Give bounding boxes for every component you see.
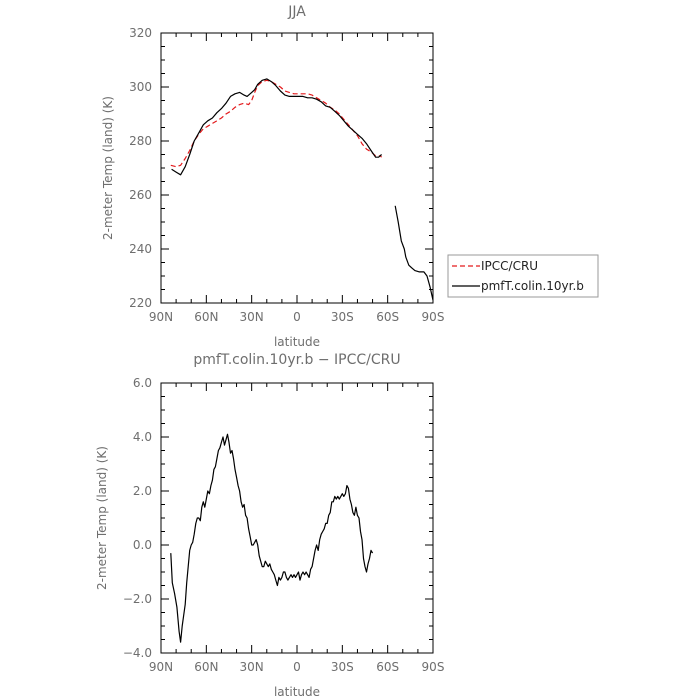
top-series-ipcc-cru-segment-1 xyxy=(170,79,383,168)
top-y-tick-label-260: 260 xyxy=(129,188,152,202)
legend-box xyxy=(447,254,599,298)
bottom-y-tick-labels: −4.0 −2.0 0.0 2.0 4.0 6.0 xyxy=(123,376,152,660)
bottom-y-tick-label-0-0: 0.0 xyxy=(133,538,152,552)
top-y-tick-label-280: 280 xyxy=(129,134,152,148)
top-y-tick-label-300: 300 xyxy=(129,80,152,94)
top-x-tick-label-90s: 90S xyxy=(422,310,445,324)
top-series-pmft-colin-10yr-b-segment-2 xyxy=(394,205,434,301)
top-y-tick-label-240: 240 xyxy=(129,242,152,256)
bottom-y-axis-label: 2-meter Temp (land) (K) xyxy=(95,446,109,590)
bottom-y-tick-label-2-0: 2.0 xyxy=(133,484,152,498)
bottom-plot-frame xyxy=(160,382,434,654)
bottom-x-tick-label-30s: 30S xyxy=(331,660,354,674)
legend: IPCC/CRU pmfT.colin.10yr.b xyxy=(447,254,599,298)
bottom-x-tick-label-0: 0 xyxy=(293,660,301,674)
bottom-panel: pmfT.colin.10yr.b − IPCC/CRU latitude 2-… xyxy=(95,352,444,699)
top-x-tick-label-30s: 30S xyxy=(331,310,354,324)
bottom-series-difference-segment-1 xyxy=(170,433,374,643)
bottom-x-tick-label-60s: 60S xyxy=(376,660,399,674)
bottom-x-tick-label-90n: 90N xyxy=(149,660,173,674)
top-y-axis-label: 2-meter Temp (land) (K) xyxy=(101,96,115,240)
top-x-tick-labels: 90N 60N 30N 0 30S 60S 90S xyxy=(149,310,445,324)
bottom-x-tick-label-60n: 60N xyxy=(194,660,218,674)
legend-label-ipcc-cru: IPCC/CRU xyxy=(481,259,538,273)
top-x-tick-label-60n: 60N xyxy=(194,310,218,324)
top-series-pmft-colin-10yr-b-segment-1 xyxy=(171,78,383,176)
legend-label-pmft: pmfT.colin.10yr.b xyxy=(481,279,584,293)
top-tick-marks xyxy=(160,32,434,304)
bottom-x-tick-labels: 90N 60N 30N 0 30S 60S 90S xyxy=(149,660,445,674)
bottom-x-axis-label: latitude xyxy=(274,685,320,699)
top-x-tick-label-90n: 90N xyxy=(149,310,173,324)
bottom-tick-marks xyxy=(160,382,434,654)
top-x-axis-label: latitude xyxy=(274,335,320,349)
bottom-series xyxy=(170,433,374,643)
bottom-y-tick-label-4-0: −4.0 xyxy=(123,646,152,660)
top-panel: JJA latitude 2-meter Temp (land) (K) 90N… xyxy=(101,4,444,349)
bottom-y-tick-label-6-0: 6.0 xyxy=(133,376,152,390)
top-series xyxy=(170,78,434,301)
top-x-tick-label-0: 0 xyxy=(293,310,301,324)
top-panel-title: JJA xyxy=(287,4,306,20)
bottom-x-tick-label-90s: 90S xyxy=(422,660,445,674)
top-x-tick-label-60s: 60S xyxy=(376,310,399,324)
top-y-tick-labels: 220 240 260 280 300 320 xyxy=(129,26,152,310)
top-y-tick-label-320: 320 xyxy=(129,26,152,40)
top-plot-frame xyxy=(160,32,434,304)
bottom-x-tick-label-30n: 30N xyxy=(240,660,264,674)
bottom-panel-title: pmfT.colin.10yr.b − IPCC/CRU xyxy=(193,352,400,368)
bottom-y-tick-label-2-0: −2.0 xyxy=(123,592,152,606)
bottom-y-tick-label-4-0: 4.0 xyxy=(133,430,152,444)
top-y-tick-label-220: 220 xyxy=(129,296,152,310)
top-x-tick-label-30n: 30N xyxy=(240,310,264,324)
